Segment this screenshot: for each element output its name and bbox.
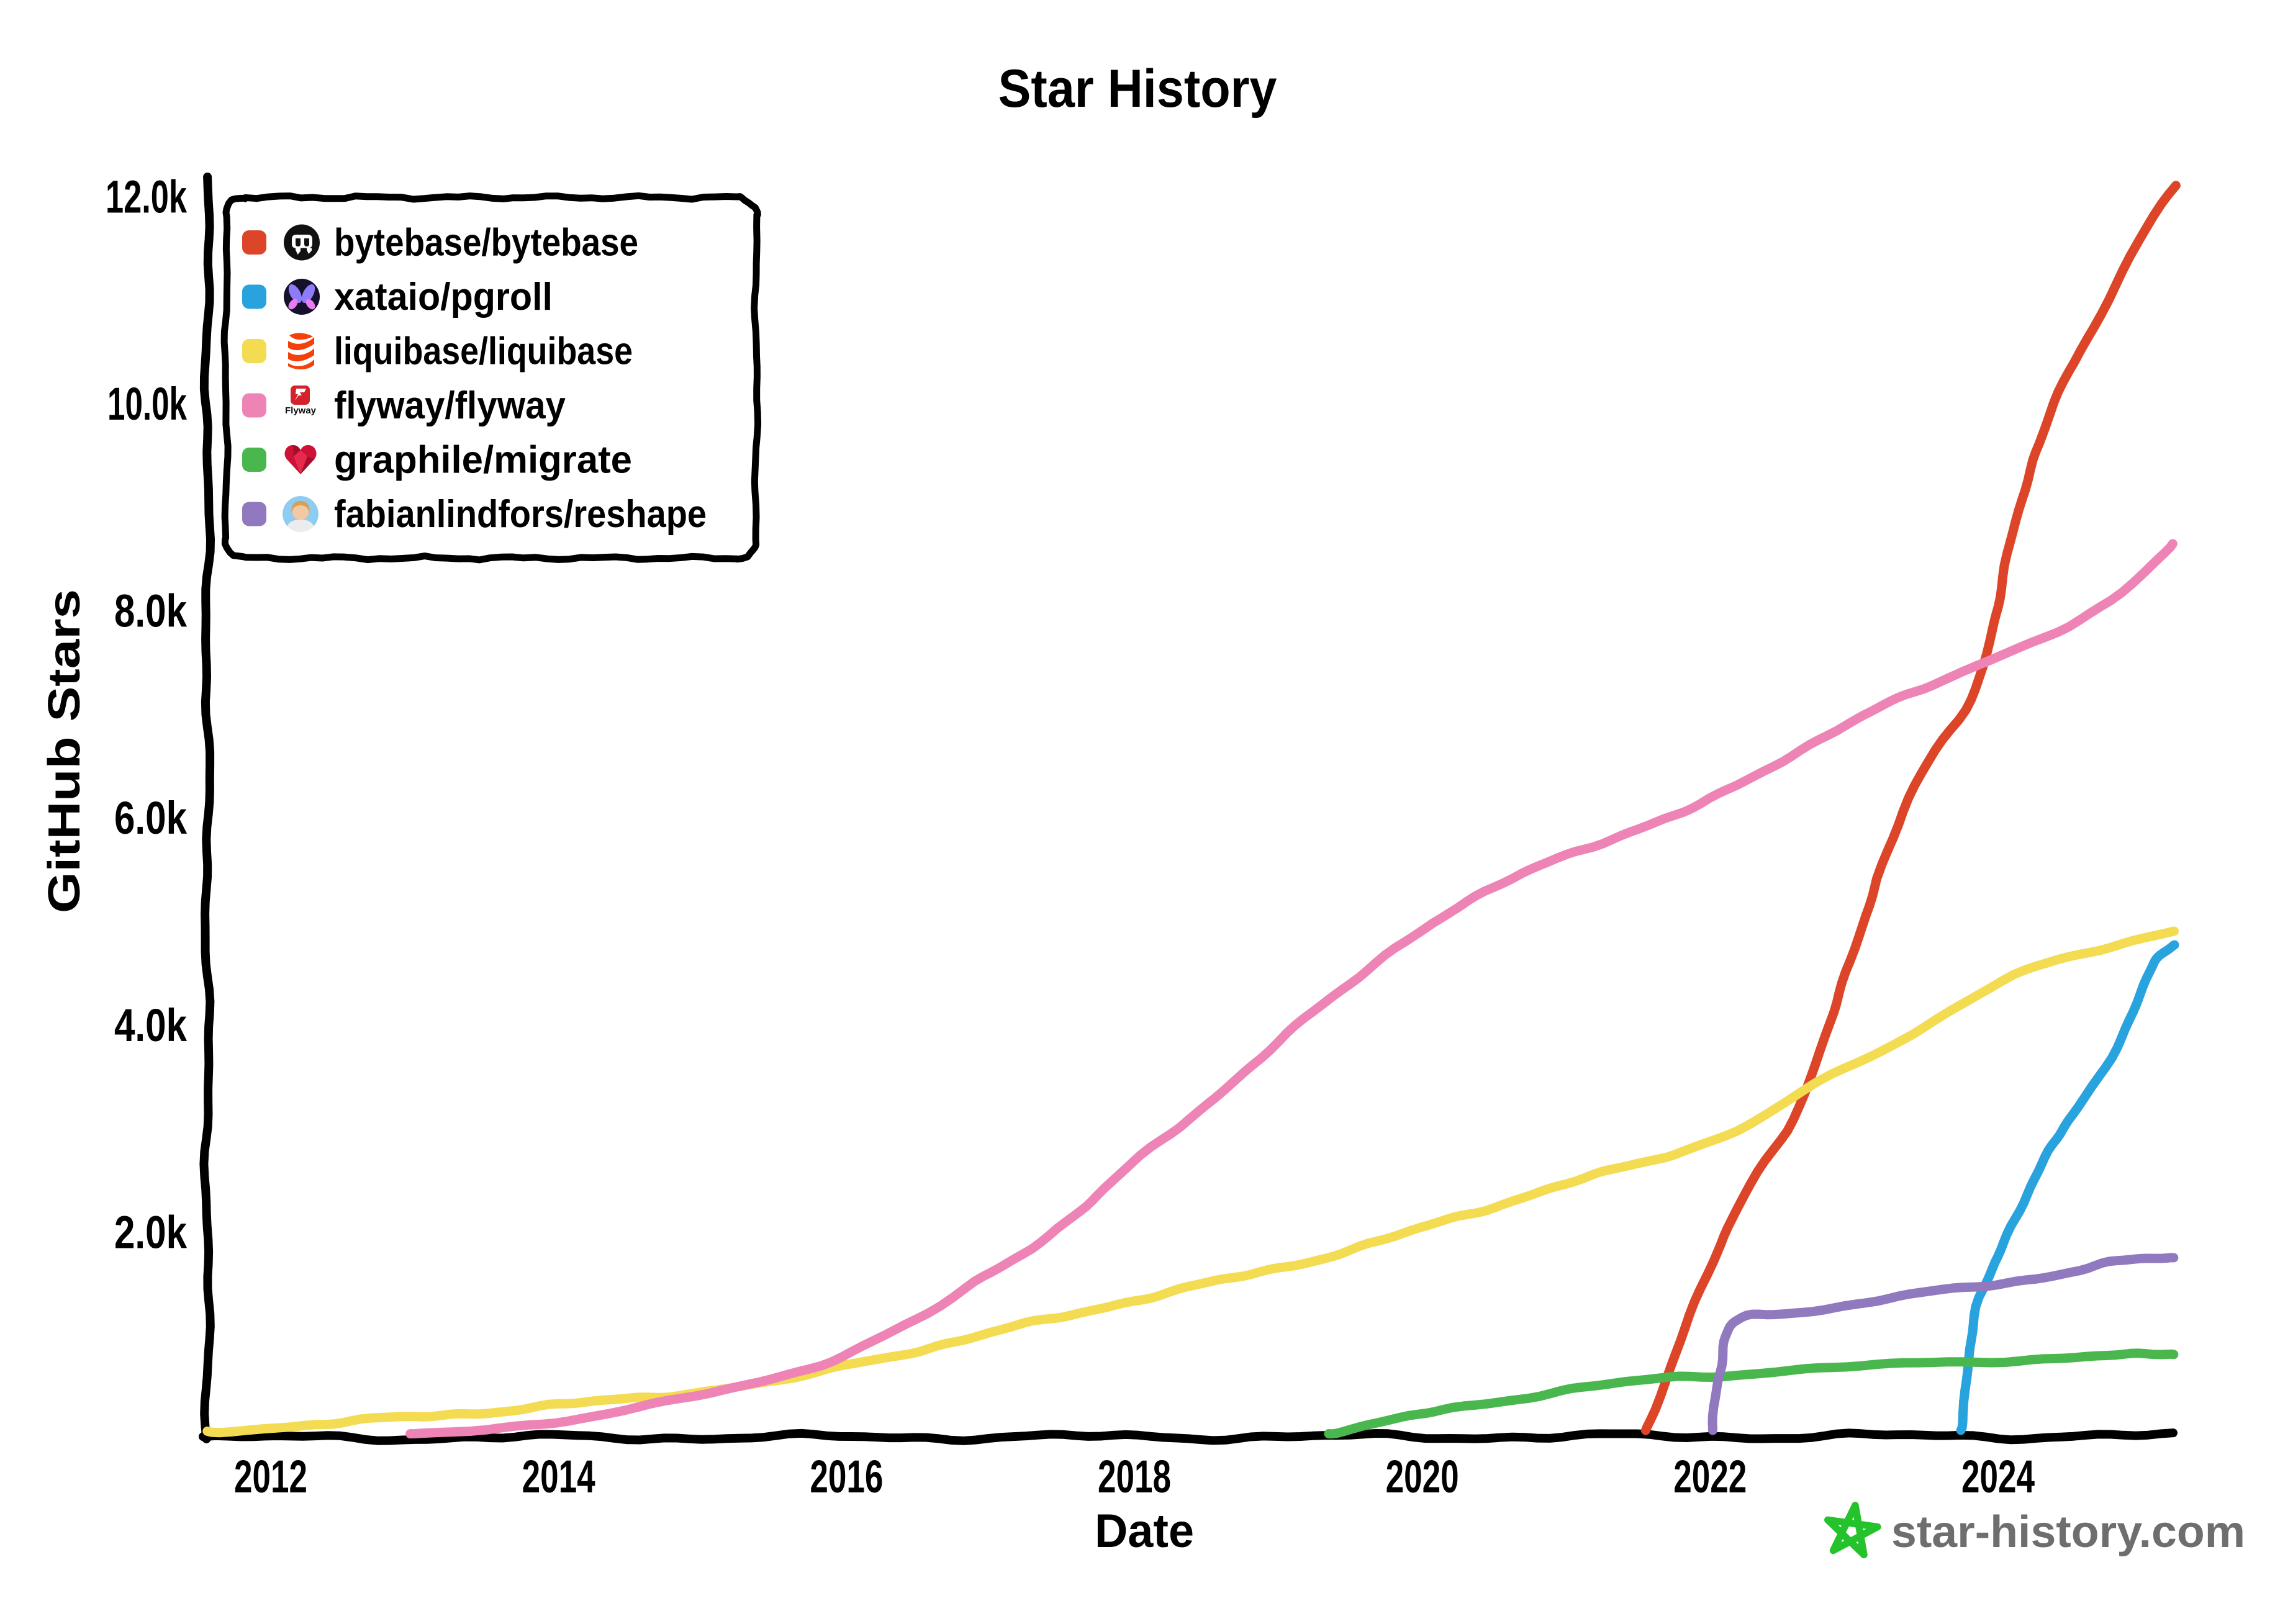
svg-text:Star History: Star History: [998, 59, 1277, 119]
svg-text:2022: 2022: [1673, 1451, 1747, 1502]
svg-text:xataio/pgroll: xataio/pgroll: [334, 276, 553, 318]
svg-text:10.0k: 10.0k: [107, 378, 188, 430]
svg-text:2014: 2014: [522, 1451, 595, 1502]
svg-text:12.0k: 12.0k: [106, 171, 188, 222]
svg-text:Date: Date: [1095, 1505, 1194, 1558]
svg-text:2012: 2012: [234, 1451, 307, 1502]
svg-text:GitHub Stars: GitHub Stars: [40, 589, 89, 913]
svg-text:6.0k: 6.0k: [114, 792, 188, 844]
svg-text:4.0k: 4.0k: [114, 999, 188, 1051]
svg-text:fabianlindfors/reshape: fabianlindfors/reshape: [334, 493, 707, 536]
svg-text:8.0k: 8.0k: [114, 585, 188, 637]
svg-text:liquibase/liquibase: liquibase/liquibase: [334, 330, 633, 373]
svg-text:bytebase/bytebase: bytebase/bytebase: [334, 222, 638, 264]
svg-text:Flyway: Flyway: [285, 405, 317, 416]
svg-text:star-history.com: star-history.com: [1891, 1507, 2245, 1557]
svg-text:2020: 2020: [1386, 1451, 1459, 1502]
svg-text:2016: 2016: [810, 1451, 883, 1502]
svg-text:2018: 2018: [1098, 1451, 1171, 1502]
svg-text:2024: 2024: [1961, 1451, 2035, 1502]
svg-text:flyway/flyway: flyway/flyway: [334, 384, 566, 427]
svg-text:2.0k: 2.0k: [114, 1206, 188, 1258]
svg-text:graphile/migrate: graphile/migrate: [334, 439, 632, 482]
